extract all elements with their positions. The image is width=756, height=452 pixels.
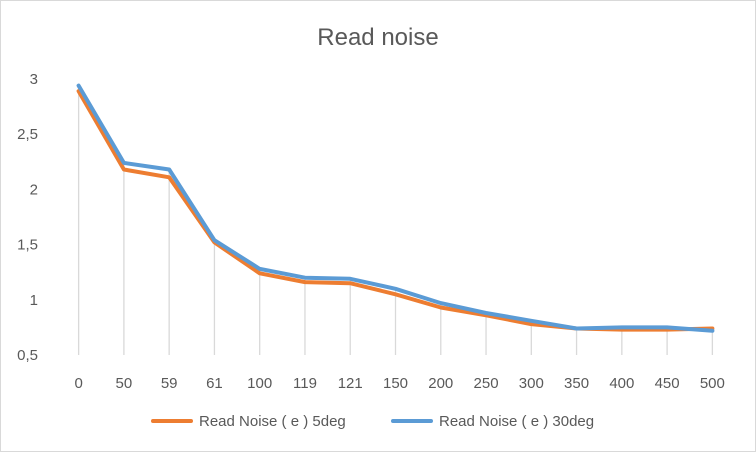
x-tick-label: 500 [700, 375, 725, 392]
x-tick-label: 0 [74, 375, 82, 392]
x-tick-label: 450 [655, 375, 680, 392]
series-lines [76, 83, 715, 333]
y-tick-label: 1 [30, 292, 38, 309]
drop-lines [77, 85, 714, 355]
x-tick-label: 50 [116, 375, 133, 392]
x-tick-label: 61 [206, 375, 223, 392]
series-line-2 [76, 83, 715, 333]
x-tick-label: 400 [609, 375, 634, 392]
y-tick-label: 3 [30, 71, 38, 88]
x-tick-label: 100 [247, 375, 272, 392]
x-tick-label: 150 [383, 375, 408, 392]
x-tick-label: 350 [564, 375, 589, 392]
x-tick-label: 121 [338, 375, 363, 392]
legend-label: Read Noise ( e ) 5deg [199, 413, 346, 430]
x-tick-label: 300 [519, 375, 544, 392]
y-tick-label: 0,5 [17, 347, 38, 364]
x-tick-label: 59 [161, 375, 178, 392]
y-tick-label: 2 [30, 181, 38, 198]
x-tick-label: 200 [428, 375, 453, 392]
x-tick-label: 250 [474, 375, 499, 392]
legend: Read Noise ( e ) 5deg Read Noise ( e ) 30… [151, 413, 594, 430]
x-axis-tick-labels: 0 50 59 61 100 119 121 150 200 250 300 350 400 450 500 [74, 375, 724, 392]
y-tick-label: 2,5 [17, 126, 38, 143]
y-tick-label: 1,5 [17, 237, 38, 254]
legend-label: Read Noise ( e ) 30deg [439, 413, 594, 430]
chart-title: Read noise [317, 24, 438, 51]
y-axis-tick-labels: 0,5 1 1,5 2 2,5 3 [17, 71, 38, 364]
x-tick-label: 119 [293, 375, 317, 392]
series-line-1 [76, 89, 715, 332]
